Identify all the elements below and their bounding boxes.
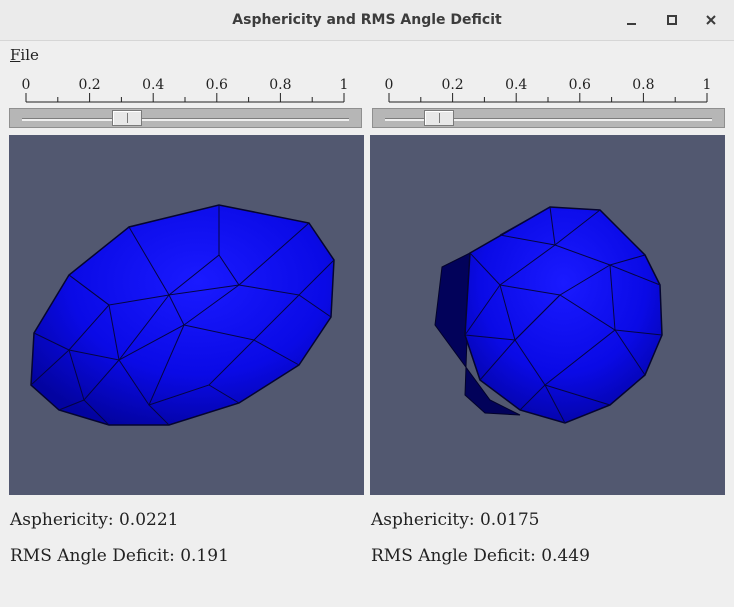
render-view-left[interactable] (9, 135, 364, 495)
ruler-right-tick-label: 0.6 (569, 77, 591, 93)
sphere-mesh-icon (434, 206, 663, 424)
menu-file-mnemonic: F (10, 46, 21, 64)
ruler-right-tick-label: 0.4 (505, 77, 527, 93)
slider-left-track (22, 118, 349, 121)
ruler-right: 0 0.2 0.4 0.6 0.8 1 (372, 76, 725, 106)
ruler-left-tick-label: 0.4 (142, 77, 164, 93)
maximize-icon (667, 15, 677, 25)
minimize-button[interactable] (620, 8, 644, 32)
menu-file[interactable]: File (10, 46, 39, 64)
slider-right[interactable] (372, 108, 725, 128)
slider-left-thumb[interactable] (111, 110, 142, 126)
menu-bar: File (0, 41, 734, 69)
render-view-right[interactable] (370, 135, 725, 495)
ruler-right-tick-label: 1 (703, 77, 712, 93)
slider-right-track (385, 118, 712, 121)
rms-angle-deficit-left: RMS Angle Deficit: 0.191 (10, 546, 229, 566)
ruler-right-scale: 0 0.2 0.4 0.6 0.8 1 (385, 77, 712, 103)
ruler-left-tick-label: 0.8 (269, 77, 291, 93)
close-button[interactable] (699, 8, 723, 32)
ruler-right-tick-label: 0 (385, 77, 394, 93)
ruler-left-scale: 0 0.2 0.4 0.6 0.8 1 (22, 77, 349, 103)
ruler-left-tick-label: 0 (22, 77, 31, 93)
ruler-left-tick-label: 1 (340, 77, 349, 93)
minimize-icon (627, 23, 636, 25)
slider-left[interactable] (9, 108, 362, 128)
asphericity-right: Asphericity: 0.0175 (371, 510, 540, 530)
close-icon (706, 15, 716, 25)
ruler-left: 0 0.2 0.4 0.6 0.8 1 (9, 76, 362, 106)
slider-right-thumb[interactable] (423, 110, 454, 126)
ruler-right-tick-label: 0.2 (441, 77, 463, 93)
window-title: Asphericity and RMS Angle Deficit (232, 12, 502, 28)
menu-file-rest: ile (20, 46, 39, 64)
ruler-left-tick-label: 0.6 (206, 77, 228, 93)
ruler-left-tick-label: 0.2 (78, 77, 100, 93)
rms-angle-deficit-right: RMS Angle Deficit: 0.449 (371, 546, 590, 566)
maximize-button[interactable] (660, 8, 684, 32)
ruler-right-tick-label: 0.8 (632, 77, 654, 93)
asphericity-left: Asphericity: 0.0221 (10, 510, 179, 530)
ellipsoid-mesh-icon (30, 204, 335, 426)
title-bar: Asphericity and RMS Angle Deficit (0, 0, 734, 41)
